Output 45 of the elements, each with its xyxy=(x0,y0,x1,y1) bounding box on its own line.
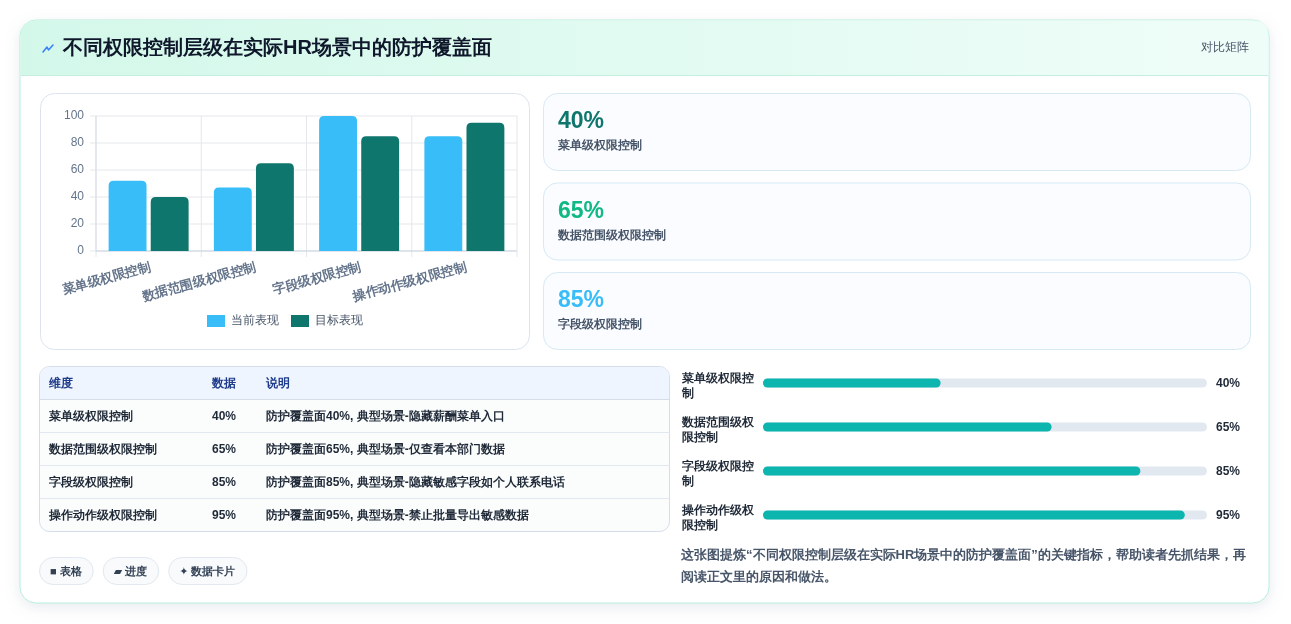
y-tick-label: 20 xyxy=(70,216,85,231)
category-label: 数据范围级权限控制 xyxy=(48,442,157,456)
data-label: 65% xyxy=(1216,420,1241,434)
data-label: 40% xyxy=(212,409,237,423)
chart-title: 不同权限控制层级在实际HR场景中的防护覆盖面 xyxy=(62,36,492,59)
y-tick-label: 操作动作级权限控制 xyxy=(681,503,755,532)
data-label: 65% xyxy=(212,442,237,456)
bar xyxy=(466,122,505,251)
bar xyxy=(255,163,294,251)
y-tick-label: 100 xyxy=(63,108,85,123)
y-tick-label: 80 xyxy=(70,135,85,150)
category-label: 菜单级权限控制 xyxy=(48,409,133,423)
bar xyxy=(108,180,147,251)
category-label: 字段级权限控制 xyxy=(49,475,133,489)
text: 数据 xyxy=(211,376,236,390)
data-label: 95% xyxy=(212,508,237,522)
y-tick-label: 字段级权限控制 xyxy=(681,459,754,488)
legend-label: 目标表现 xyxy=(315,313,363,328)
bar xyxy=(319,116,358,251)
text: 防护覆盖面65%, 典型场景-仅查看本部门数据 xyxy=(266,442,505,456)
y-tick-label: 数据范围级权限控制 xyxy=(681,415,755,444)
bar xyxy=(150,197,189,251)
text: 说明 xyxy=(265,376,290,390)
bar xyxy=(213,187,252,251)
text: 防护覆盖面40%, 典型场景-隐藏薪酬菜单入口 xyxy=(266,409,505,423)
text: 防护覆盖面95%, 典型场景-禁止批量导出敏感数据 xyxy=(266,508,529,522)
text: 防护覆盖面85%, 典型场景-隐藏敏感字段如个人联系电话 xyxy=(266,475,565,489)
text: 对比矩阵 xyxy=(1201,40,1249,55)
text: 维度 xyxy=(48,376,73,390)
y-tick-label: 菜单级权限控制 xyxy=(681,371,754,400)
bar xyxy=(361,136,400,251)
bar xyxy=(424,136,463,251)
y-tick-label: 40 xyxy=(70,189,85,204)
data-label: 85% xyxy=(212,475,237,489)
text: 这张图提炼“不同权限控制层级在实际HR场景中的防护覆盖面”的关键指标，帮助读者先抓结果，再阅读正文里的原因和做法。 xyxy=(680,547,1246,584)
data-label: 85% xyxy=(1216,464,1241,478)
category-label: 字段级权限控制 xyxy=(558,317,642,331)
data-label: 40% xyxy=(1216,376,1241,390)
y-tick-label: 0 xyxy=(77,243,85,258)
legend-label: 当前表现 xyxy=(231,313,279,328)
data-label: 95% xyxy=(1216,508,1241,522)
y-tick-label: 60 xyxy=(70,162,85,177)
category-label: 操作动作级权限控制 xyxy=(48,508,157,522)
category-label: 数据范围级权限控制 xyxy=(557,227,666,242)
category-label: 菜单级权限控制 xyxy=(557,138,642,152)
